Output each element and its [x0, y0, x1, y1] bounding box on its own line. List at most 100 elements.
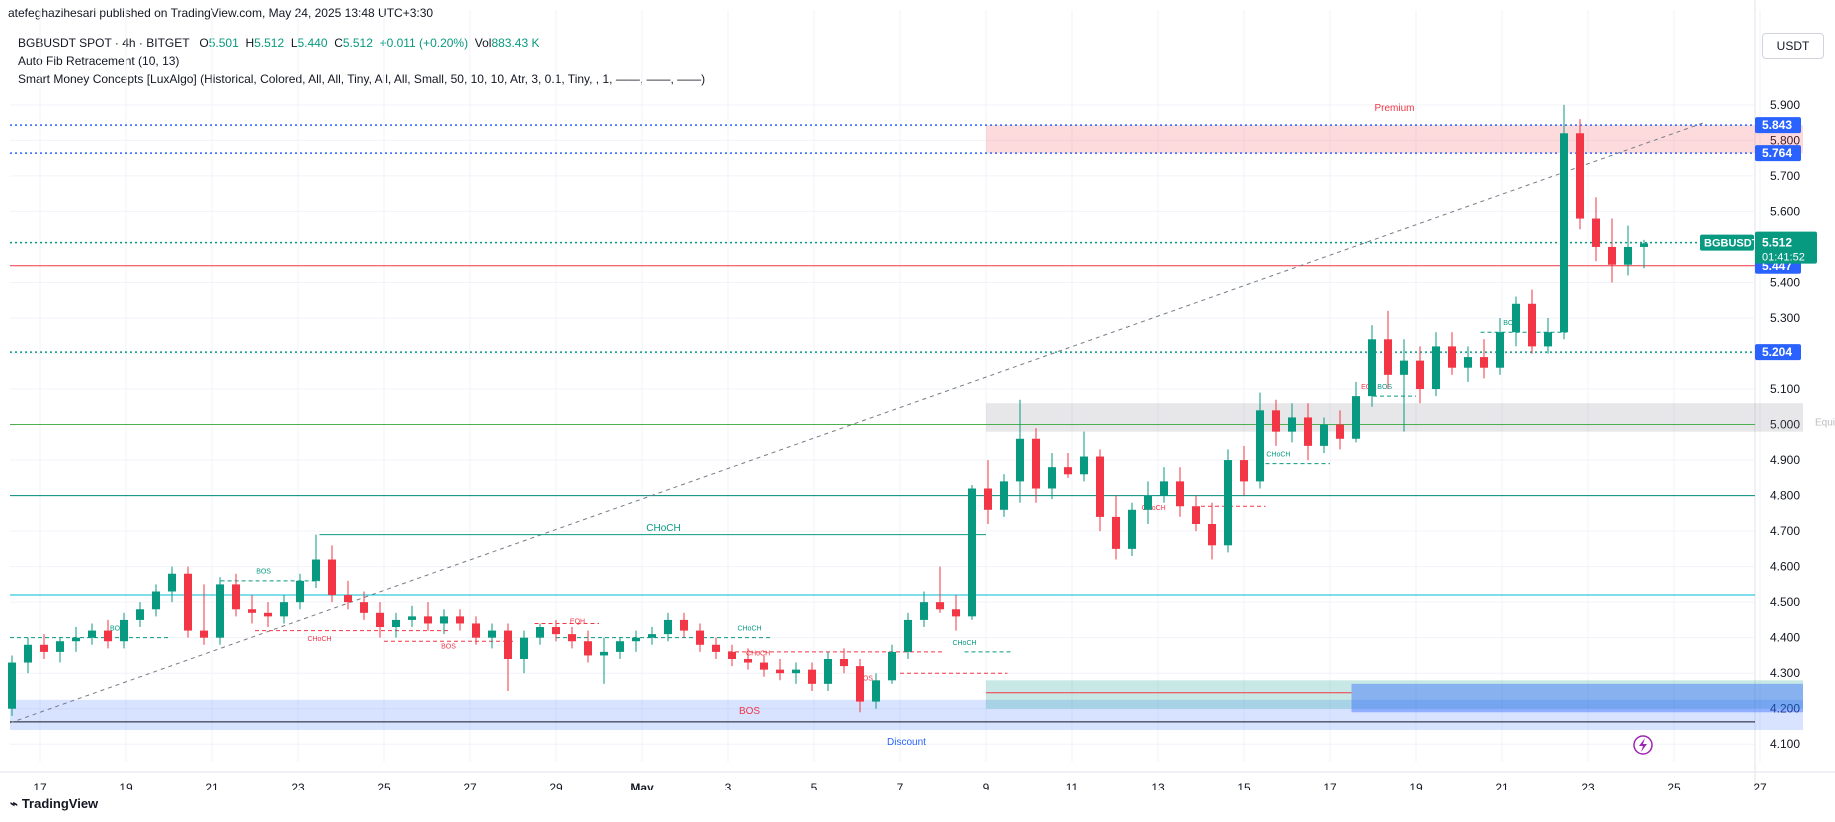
candle-up — [1080, 456, 1088, 475]
smc-annotation: CHoCH — [1142, 505, 1166, 512]
symbol-label[interactable]: BGBUSDT SPOT · 4h · BITGET — [18, 36, 190, 50]
candle-up — [1224, 460, 1232, 546]
candle-up — [920, 602, 928, 620]
y-tick-label: 4.800 — [1770, 489, 1800, 503]
candle-up — [888, 651, 896, 681]
y-tick-label: 5.300 — [1770, 311, 1800, 325]
candle-down — [568, 634, 576, 642]
candle-up — [8, 662, 16, 709]
candle-up — [904, 619, 912, 652]
y-tick-label: 5.400 — [1770, 275, 1800, 289]
open-value: 5.501 — [208, 36, 239, 50]
smc-annotation: BOS — [256, 569, 271, 576]
candle-down — [424, 616, 432, 624]
y-tick-label: 4.200 — [1770, 702, 1800, 716]
high-label: H — [245, 36, 255, 50]
candle-up — [1256, 410, 1264, 482]
candle-up — [120, 619, 128, 642]
candle-down — [984, 488, 992, 510]
lightning-icon[interactable] — [1633, 735, 1653, 755]
candle-up — [1544, 332, 1552, 347]
candle-up — [1432, 346, 1440, 390]
candle-down — [1096, 456, 1104, 517]
price-chart[interactable]: 4.100 4.200 4.300 4.400 4.500 4.600 4.700 4.800… — [0, 0, 1835, 790]
candle-up — [616, 641, 624, 652]
candle-down — [104, 630, 112, 642]
price-label-bg — [1755, 344, 1801, 361]
candle-down — [184, 573, 192, 631]
smc-annotation: BOS — [858, 675, 873, 682]
x-tick-label: May — [630, 781, 654, 790]
candle-down — [712, 644, 720, 652]
countdown-timer: 01:41:52 — [1762, 252, 1805, 264]
y-tick-label: 5.000 — [1770, 418, 1800, 432]
candle-down — [40, 644, 48, 652]
candle-down — [840, 658, 848, 667]
candle-up — [1000, 481, 1008, 510]
candle-up — [1640, 243, 1648, 247]
candle-up — [152, 591, 160, 610]
indicator-fib[interactable]: Auto Fib Retracement (10, 13) — [18, 54, 180, 68]
x-tick-label: 27 — [463, 781, 477, 790]
candle-down — [728, 651, 736, 659]
candle-up — [280, 602, 288, 617]
y-tick-label: 5.600 — [1770, 204, 1800, 218]
candle-down — [232, 584, 240, 610]
candle-up — [296, 580, 304, 603]
candle-down — [1208, 524, 1216, 546]
candle-down — [344, 595, 352, 603]
smc-annotation: BOS — [739, 706, 760, 717]
candle-down — [504, 630, 512, 659]
volume-value: 883.43 K — [491, 36, 540, 50]
x-tick-label: 21 — [205, 781, 219, 790]
candle-up — [88, 630, 96, 638]
candle-up — [632, 637, 640, 642]
price-label-bg — [1755, 145, 1801, 162]
x-tick-label: 27 — [1753, 781, 1767, 790]
candle-up — [1624, 246, 1632, 265]
fib-trend-line — [9, 122, 1705, 724]
candle-up — [1400, 360, 1408, 375]
candle-down — [1592, 218, 1600, 247]
candle-down — [1416, 360, 1424, 390]
candle-down — [328, 559, 336, 596]
x-tick-label: 17 — [33, 781, 47, 790]
smc-annotation: CHoCH — [1266, 452, 1290, 459]
chart-legend: BGBUSDT SPOT · 4h · BITGET O5.501 H5.512… — [18, 34, 705, 88]
candle-up — [312, 559, 320, 581]
candle-down — [1608, 246, 1616, 265]
zone-equilibrium — [986, 403, 1803, 432]
candle-up — [1352, 396, 1360, 439]
zone-label: Premium — [1374, 103, 1414, 114]
y-tick-label: 4.700 — [1770, 524, 1800, 538]
candle-down — [584, 641, 592, 656]
close-value: 5.512 — [342, 36, 373, 50]
candle-up — [1128, 509, 1136, 549]
candle-up — [1496, 332, 1504, 368]
candle-up — [1016, 438, 1024, 482]
y-tick-label: 5.900 — [1770, 98, 1800, 112]
indicator-smc[interactable]: Smart Money Concepts [LuxAlgo] (Historic… — [18, 72, 706, 86]
candle-down — [248, 609, 256, 613]
zone-discount — [10, 699, 1803, 731]
demand-zone-box — [986, 680, 1803, 709]
smc-annotation: CHoCH — [737, 626, 761, 633]
candle-down — [1528, 303, 1536, 347]
smc-annotation: CHoCH — [952, 640, 976, 647]
zone-premium — [986, 125, 1803, 154]
x-tick-label: 23 — [291, 781, 305, 790]
candle-up — [1288, 417, 1296, 432]
currency-button[interactable]: USDT — [1762, 33, 1824, 59]
y-tick-label: 5.700 — [1770, 169, 1800, 183]
candle-down — [680, 619, 688, 631]
smc-annotation: BOS — [1377, 384, 1392, 391]
candle-down — [1064, 467, 1072, 475]
y-tick-label: 5.100 — [1770, 382, 1800, 396]
publisher-header: atefeghazihesari published on TradingVie… — [8, 6, 434, 20]
x-tick-label: 3 — [725, 781, 732, 790]
candle-up — [392, 619, 400, 628]
y-tick-label: 4.400 — [1770, 631, 1800, 645]
tradingview-logo[interactable]: ⌁ TradingView — [10, 796, 98, 812]
zone-label: Equilibrium — [1815, 418, 1835, 429]
candle-down — [1304, 417, 1312, 446]
